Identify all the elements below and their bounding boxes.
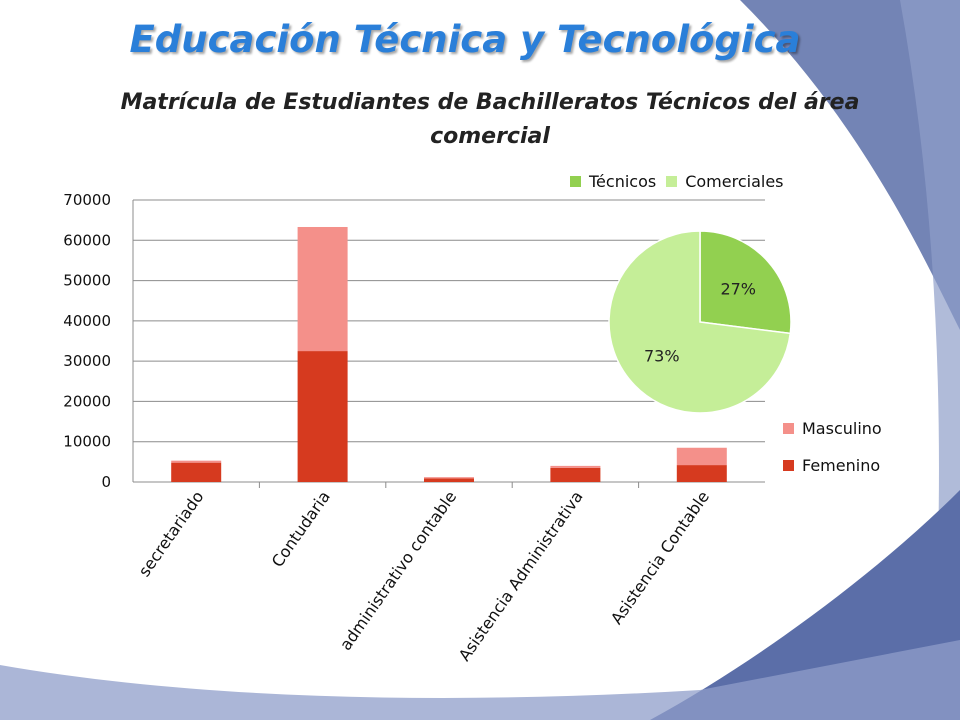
pie-slice-comerciales xyxy=(608,230,792,414)
legend-label-comerciales: Comerciales xyxy=(685,172,784,191)
x-tick-label-4: Asistencia Contable xyxy=(607,487,713,627)
bar-femenino-4 xyxy=(676,465,727,482)
x-tick-label-3: Asistencia Administrativa xyxy=(455,487,587,664)
frame-shape-bottom xyxy=(0,640,960,720)
legend-item-tecnicos: Técnicos xyxy=(570,172,656,191)
legend-label-masculino: Masculino xyxy=(802,419,882,438)
slide-title: Educación Técnica y Tecnológica xyxy=(129,18,801,61)
legend-swatch-masculino xyxy=(783,423,794,434)
legend-label-tecnicos: Técnicos xyxy=(589,172,657,191)
pie-slice-técnicos xyxy=(699,230,792,335)
legend-item-comerciales: Comerciales xyxy=(666,172,784,191)
y-tick-label-4: 40000 xyxy=(63,312,111,330)
bar-masculino-2 xyxy=(424,477,474,479)
pie-data-label-0: 27% xyxy=(720,279,756,298)
bar-femenino-1 xyxy=(297,351,348,482)
y-tick-label-1: 10000 xyxy=(63,433,111,451)
y-tick-label-7: 70000 xyxy=(63,191,111,209)
bar-femenino-0 xyxy=(171,462,222,482)
legend-item-masculino: Masculino xyxy=(783,410,882,447)
frame-shape-top-right xyxy=(740,0,960,330)
y-tick-label-6: 60000 xyxy=(63,231,111,249)
bar-masculino-0 xyxy=(171,460,222,463)
bar-legend: Masculino Femenino xyxy=(783,410,882,484)
y-tick-label-5: 50000 xyxy=(63,272,111,290)
bar-femenino-2 xyxy=(424,478,474,482)
bar-masculino-3 xyxy=(550,465,601,468)
legend-item-femenino: Femenino xyxy=(783,447,882,484)
x-tick-label-0: secretariado xyxy=(135,487,208,580)
x-tick-label-2: administrativo contable xyxy=(336,487,460,653)
y-tick-label-3: 30000 xyxy=(63,352,111,370)
legend-swatch-femenino xyxy=(783,460,794,471)
legend-swatch-tecnicos xyxy=(570,176,581,187)
chart-title: Matrícula de Estudiantes de Bachillerato… xyxy=(120,90,860,149)
y-tick-label-0: 0 xyxy=(101,473,111,491)
pie-data-label-1: 73% xyxy=(644,347,680,366)
legend-label-femenino: Femenino xyxy=(802,456,881,475)
bar-femenino-3 xyxy=(550,467,601,482)
bar-masculino-1 xyxy=(297,226,348,352)
pie-legend: Técnicos Comerciales xyxy=(570,172,794,191)
x-tick-label-1: Contudaria xyxy=(268,487,334,570)
legend-swatch-comerciales xyxy=(666,176,678,187)
y-tick-label-2: 20000 xyxy=(63,392,111,410)
bar-masculino-4 xyxy=(676,447,727,466)
